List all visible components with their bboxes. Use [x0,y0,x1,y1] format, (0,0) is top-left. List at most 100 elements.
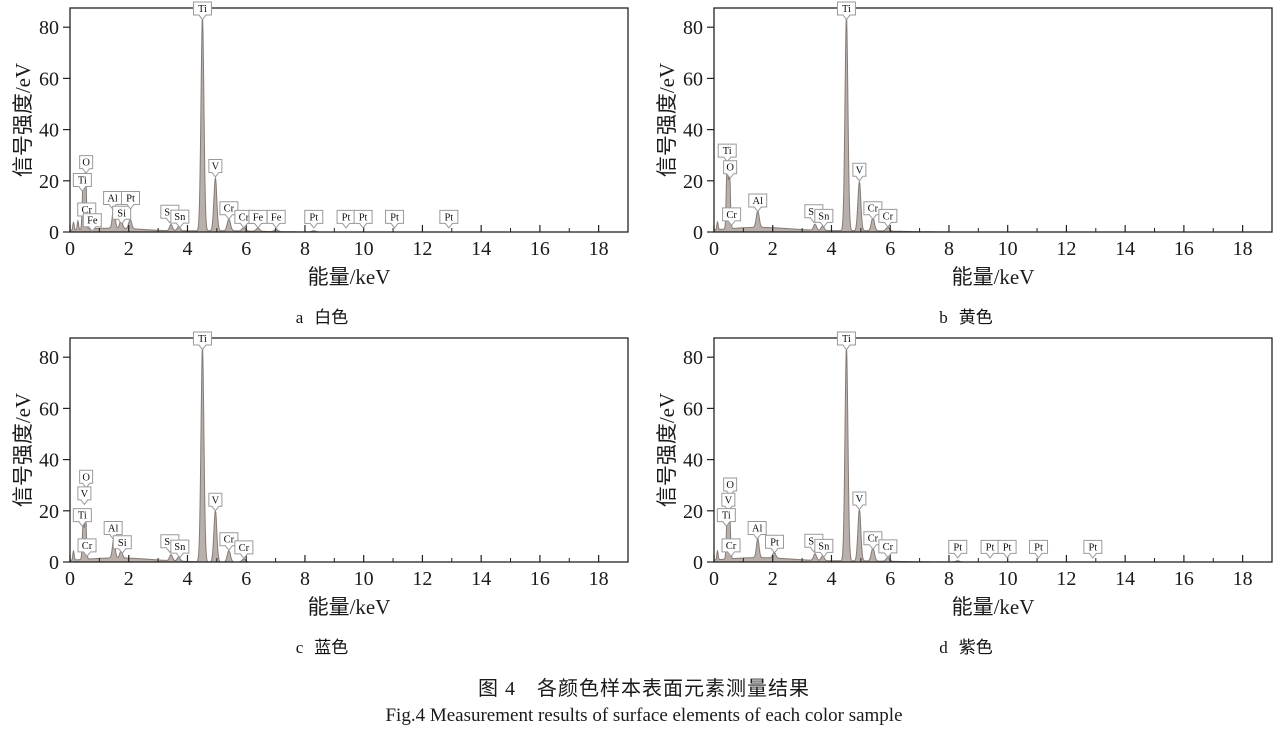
svg-text:4: 4 [826,238,836,260]
svg-text:Cr: Cr [726,210,737,221]
svg-text:V: V [856,165,864,176]
sub-caption-letter: a [295,308,304,327]
sub-caption-text: 白色 [314,308,349,327]
svg-text:8: 8 [944,238,954,260]
svg-text:16: 16 [530,238,550,260]
svg-text:V: V [856,494,864,505]
svg-text:能量/keV: 能量/keV [952,265,1035,289]
svg-text:O: O [726,163,734,174]
svg-text:12: 12 [412,238,432,260]
sub-caption-c: c 蓝色 [0,633,644,658]
svg-text:Cr: Cr [239,543,250,554]
svg-text:16: 16 [1174,238,1194,260]
svg-text:Cr: Cr [726,541,737,552]
svg-text:Cr: Cr [224,535,235,546]
svg-text:Pt: Pt [342,212,351,223]
spectrum-chart-a: 0 2 4 6 8 10 12 14 16 18 0 20 40 60 80 能量/keV 信号强度/eV O Ti… [11,1,629,289]
chart-cell-c: 0 2 4 6 8 10 12 14 16 18 0 20 40 60 80 能量/keV 信号强度/eV O V T… [0,330,644,660]
svg-text:V: V [212,161,220,172]
svg-text:40: 40 [39,450,59,472]
svg-text:40: 40 [683,120,703,142]
svg-text:Pt: Pt [1088,542,1097,553]
svg-text:Pt: Pt [359,212,368,223]
svg-text:6: 6 [241,238,251,260]
svg-text:Ti: Ti [78,176,87,187]
svg-text:12: 12 [1056,238,1076,260]
sub-caption-text: 黄色 [958,308,993,327]
svg-text:0: 0 [693,222,703,244]
svg-text:8: 8 [944,568,954,590]
sub-caption-letter: c [295,638,304,657]
svg-text:Pt: Pt [444,212,453,223]
svg-text:Pt: Pt [953,542,962,553]
svg-text:信号强度/eV: 信号强度/eV [11,393,35,507]
svg-text:Sn: Sn [808,207,820,218]
svg-text:O: O [726,480,734,491]
chart-cell-a: 0 2 4 6 8 10 12 14 16 18 0 20 40 60 80 能量/keV 信号强度/eV O Ti… [0,0,644,330]
svg-text:60: 60 [683,398,703,420]
sub-caption-text: 蓝色 [314,638,349,657]
svg-text:0: 0 [49,552,59,574]
svg-text:0: 0 [65,568,75,590]
svg-text:O: O [82,158,90,169]
svg-text:Si: Si [117,208,126,219]
sub-caption-d: d 紫色 [644,633,1288,658]
svg-text:18: 18 [1233,568,1253,590]
svg-text:2: 2 [124,568,134,590]
svg-text:10: 10 [354,238,374,260]
svg-text:12: 12 [412,568,432,590]
svg-text:20: 20 [39,171,59,193]
svg-text:4: 4 [182,568,192,590]
svg-text:Cr: Cr [82,541,93,552]
svg-text:2: 2 [768,238,778,260]
svg-text:Cr: Cr [868,204,879,215]
svg-text:Cr: Cr [868,534,879,545]
svg-text:Pt: Pt [390,212,399,223]
svg-text:0: 0 [709,238,719,260]
svg-text:Ti: Ti [722,511,731,522]
chart-cell-d: 0 2 4 6 8 10 12 14 16 18 0 20 40 60 80 能量/keV 信号强度/eV O V T… [644,330,1288,660]
svg-text:6: 6 [885,238,895,260]
svg-text:0: 0 [693,552,703,574]
svg-text:0: 0 [49,222,59,244]
svg-text:Pt: Pt [770,537,779,548]
svg-text:10: 10 [354,568,374,590]
svg-text:80: 80 [683,347,703,369]
sub-caption-letter: b [939,308,948,327]
svg-text:20: 20 [683,501,703,523]
svg-text:Fe: Fe [271,212,282,223]
svg-text:18: 18 [1233,238,1253,260]
svg-text:Al: Al [108,523,119,534]
spectrum-chart-b: 0 2 4 6 8 10 12 14 16 18 0 20 40 60 80 能量/keV 信号强度/eV Ti O… [655,1,1273,289]
svg-text:Cr: Cr [81,205,92,216]
svg-text:Cr: Cr [883,542,894,553]
svg-text:Fe: Fe [87,216,98,227]
svg-text:V: V [725,495,733,506]
svg-text:Sn: Sn [818,541,830,552]
svg-text:信号强度/eV: 信号强度/eV [11,63,35,177]
svg-text:Sn: Sn [164,207,176,218]
svg-text:Al: Al [753,196,764,207]
chart-cell-b: 0 2 4 6 8 10 12 14 16 18 0 20 40 60 80 能量/keV 信号强度/eV Ti O… [644,0,1288,330]
sub-caption-text: 紫色 [958,638,993,657]
svg-text:40: 40 [39,120,59,142]
svg-text:能量/keV: 能量/keV [952,595,1035,619]
svg-text:能量/keV: 能量/keV [308,595,391,619]
svg-text:V: V [212,495,220,506]
svg-text:6: 6 [885,568,895,590]
svg-text:60: 60 [683,68,703,90]
svg-text:12: 12 [1056,568,1076,590]
svg-text:Sn: Sn [164,537,176,548]
sub-caption-b: b 黄色 [644,303,1288,328]
svg-text:Pt: Pt [126,193,135,204]
chart-grid: 0 2 4 6 8 10 12 14 16 18 0 20 40 60 80 能量/keV 信号强度/eV O Ti… [0,0,1288,660]
svg-text:2: 2 [124,238,134,260]
svg-text:Al: Al [752,523,763,534]
figure-caption-en: Fig.4 Measurement results of surface ele… [385,705,903,726]
svg-text:80: 80 [39,17,59,39]
svg-text:Sn: Sn [174,212,186,223]
svg-text:18: 18 [589,568,609,590]
svg-text:20: 20 [39,501,59,523]
